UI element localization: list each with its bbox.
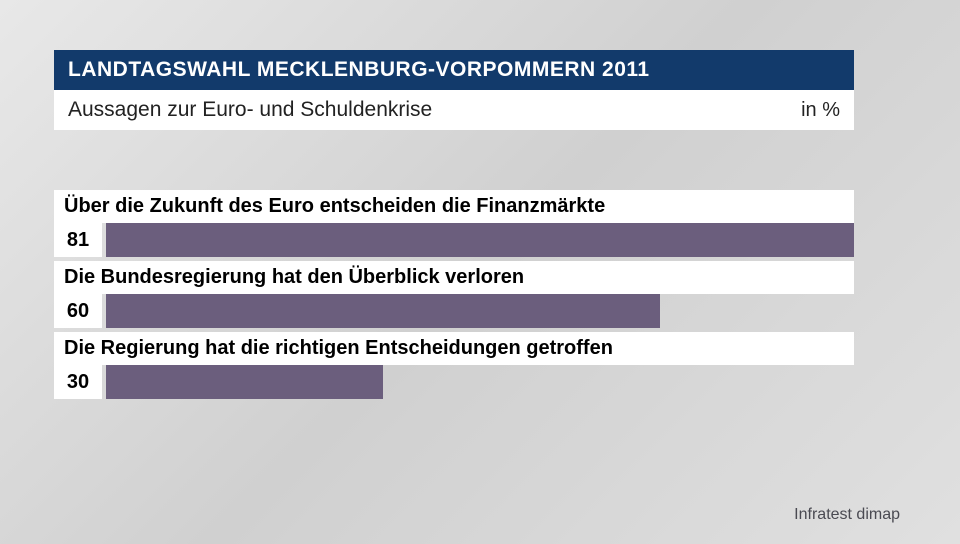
subheader-unit: in % — [801, 99, 840, 122]
chart-item-bar-row: 60 — [54, 294, 854, 328]
source-attribution: Infratest dimap — [794, 506, 900, 524]
chart-area: Über die Zukunft des Euro entscheiden di… — [54, 190, 854, 399]
subheader-title: Aussagen zur Euro- und Schuldenkrise — [68, 98, 432, 122]
chart-item-bar — [106, 223, 854, 257]
chart-item-value: 60 — [54, 294, 102, 328]
chart-item-value: 30 — [54, 365, 102, 399]
subheader: Aussagen zur Euro- und Schuldenkrise in … — [54, 90, 854, 130]
chart-item-bar-track — [106, 365, 854, 399]
header-title: LANDTAGSWAHL MECKLENBURG-VORPOMMERN 2011 — [54, 50, 854, 90]
chart-container: LANDTAGSWAHL MECKLENBURG-VORPOMMERN 2011… — [54, 50, 854, 403]
chart-item-bar — [106, 365, 383, 399]
chart-item-bar-track — [106, 294, 854, 328]
chart-item-bar-track — [106, 223, 854, 257]
chart-item-label: Die Bundesregierung hat den Überblick ve… — [54, 261, 854, 294]
chart-item-bar-row: 30 — [54, 365, 854, 399]
chart-item: Die Regierung hat die richtigen Entschei… — [54, 332, 854, 399]
chart-item: Über die Zukunft des Euro entscheiden di… — [54, 190, 854, 257]
chart-item-value: 81 — [54, 223, 102, 257]
chart-item-bar-row: 81 — [54, 223, 854, 257]
chart-item-label: Über die Zukunft des Euro entscheiden di… — [54, 190, 854, 223]
chart-item-bar — [106, 294, 660, 328]
chart-item-label: Die Regierung hat die richtigen Entschei… — [54, 332, 854, 365]
chart-item: Die Bundesregierung hat den Überblick ve… — [54, 261, 854, 328]
